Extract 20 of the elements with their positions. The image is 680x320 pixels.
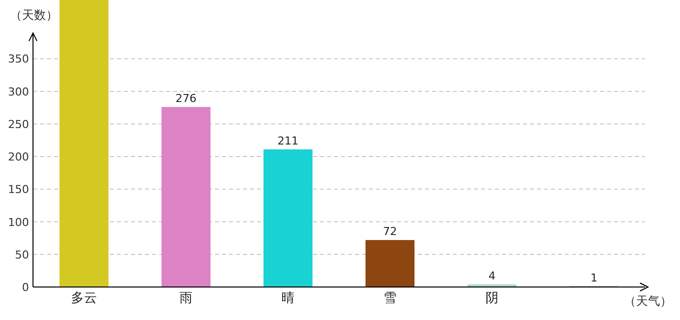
data-label: 1 <box>590 271 598 284</box>
y-tick-label: 300 <box>8 85 29 98</box>
data-label: 211 <box>278 134 298 148</box>
x-tick-label: 晴 <box>282 291 294 306</box>
y-axis-title: （天数） <box>10 8 58 22</box>
x-axis-title: （天气） <box>624 294 672 308</box>
x-tick-label: 雨 <box>180 291 192 306</box>
y-tick-label: 0 <box>22 281 29 294</box>
y-tick-label: 150 <box>8 183 29 196</box>
x-tick-label: 阴 <box>486 291 498 306</box>
data-label: 276 <box>176 92 196 105</box>
y-tick-label: 50 <box>15 248 29 262</box>
data-label: 72 <box>383 225 397 238</box>
y-tick-label: 250 <box>8 118 29 131</box>
y-tick-label: 350 <box>8 52 29 66</box>
x-tick-label: 多云 <box>71 291 97 306</box>
data-label: 4 <box>488 269 496 282</box>
x-tick-label: 雪 <box>384 291 396 306</box>
y-tick-label: 100 <box>8 216 29 229</box>
y-tick-label: 200 <box>8 150 29 164</box>
